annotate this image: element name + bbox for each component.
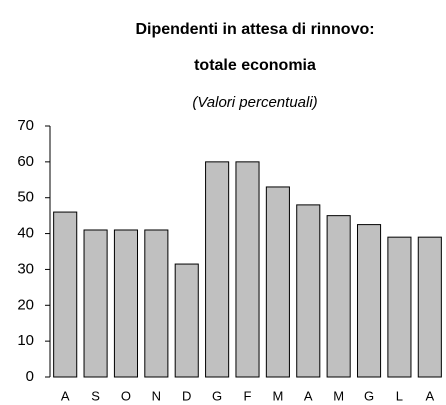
x-tick-label: D	[182, 388, 191, 403]
x-tick-label: O	[121, 388, 131, 403]
bar	[205, 161, 230, 378]
bar	[387, 236, 412, 378]
bar	[356, 224, 382, 378]
y-tick-label: 50	[17, 189, 34, 206]
x-tick-label: G	[212, 388, 222, 403]
bar	[296, 204, 321, 378]
chart-title: Dipendenti in attesa di rinnovo:	[135, 21, 374, 38]
bar	[53, 211, 78, 378]
bar	[83, 229, 108, 378]
bar	[144, 229, 169, 378]
x-tick-label: F	[244, 388, 252, 403]
bar	[113, 229, 139, 378]
x-tick-label: L	[396, 388, 403, 403]
x-tick-label: M	[272, 388, 283, 403]
x-tick-label: A	[61, 388, 70, 403]
y-tick-label: 40	[17, 225, 34, 242]
x-tick-label: A	[425, 388, 434, 403]
bar	[174, 263, 199, 378]
bar	[235, 161, 260, 378]
x-tick-label: A	[304, 388, 313, 403]
y-tick-label: 30	[17, 260, 34, 277]
x-tick-label: M	[333, 388, 344, 403]
y-tick-label: 0	[26, 368, 34, 385]
bar	[417, 236, 442, 378]
x-tick-label: S	[91, 388, 100, 403]
y-tick-label: 60	[17, 153, 34, 170]
chart-subtitle: (Valori percentuali)	[192, 94, 317, 111]
y-tick-label: 20	[17, 296, 34, 313]
bar	[326, 215, 351, 378]
y-tick-label: 70	[17, 117, 34, 134]
x-tick-label: N	[152, 388, 161, 403]
y-tick-label: 10	[17, 332, 34, 349]
bar	[265, 186, 290, 378]
x-tick-label: G	[364, 388, 374, 403]
chart-title: totale economia	[194, 57, 316, 74]
